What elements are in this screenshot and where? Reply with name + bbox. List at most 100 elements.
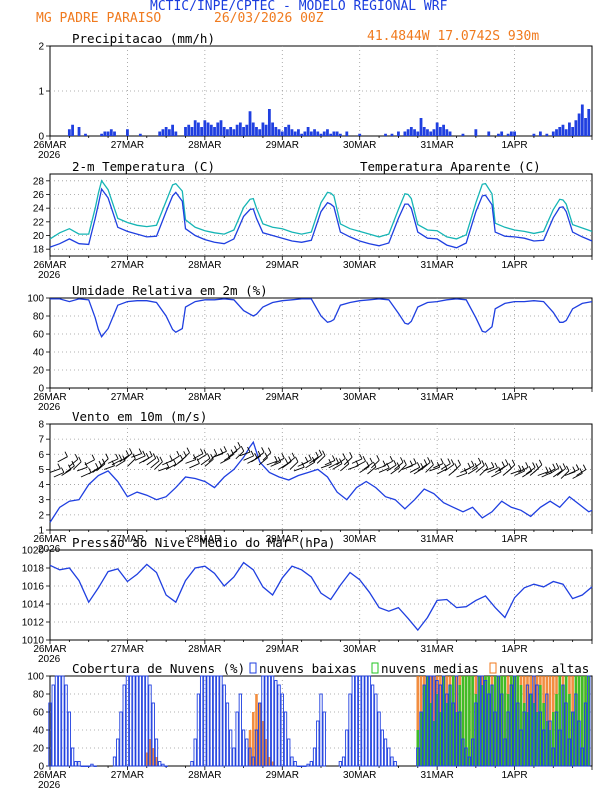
wind-barb <box>467 467 478 475</box>
wind-barb-feather <box>403 459 407 466</box>
wind-barb-feather <box>566 465 570 472</box>
wind-barb-feather <box>362 456 366 462</box>
cloud-bar-nuvens-baixas <box>87 765 91 767</box>
wind-barb-feather <box>545 466 549 472</box>
cloud-bar-nuvens-baixas <box>545 693 549 767</box>
wind-barb <box>440 463 451 470</box>
cloud-bar-nuvens-baixas <box>112 756 117 767</box>
y-tick-label: 22 <box>33 217 45 228</box>
y-tick-label: 5 <box>38 465 44 476</box>
wind-barb <box>506 464 516 473</box>
wind-barb-feather <box>295 456 299 462</box>
wind-barb-feather <box>196 458 200 464</box>
wind-barb-feather <box>342 453 346 459</box>
wind-barb <box>452 464 461 473</box>
cloud-bar-nuvens-baixas <box>496 675 501 767</box>
cloud-bar-nuvens-baixas <box>270 675 275 767</box>
cloud-bar-nuvens-baixas <box>519 729 523 767</box>
cloud-bar-nuvens-baixas <box>77 761 81 767</box>
cloud-bar-nuvens-medias <box>529 694 533 766</box>
wind-barb <box>61 469 72 476</box>
precip-bar <box>216 122 220 136</box>
cloud-bar-nuvens-baixas <box>290 756 294 767</box>
y-tick-label: 40 <box>33 348 45 359</box>
cloud-bar-nuvens-baixas <box>458 711 462 767</box>
cloud-bar-nuvens-baixas <box>474 702 478 767</box>
precip-bar <box>497 133 500 136</box>
wind-barb-feather <box>172 459 177 465</box>
wind-barb-feather <box>240 445 245 452</box>
cloud-bar-nuvens-baixas <box>448 684 452 767</box>
cloud-bar-nuvens-baixas <box>312 747 317 767</box>
wind-barb-feather <box>291 452 295 459</box>
x-tick-label: 26MAR <box>33 260 66 271</box>
cloud-bar-nuvens-baixas <box>538 711 543 767</box>
precip-bar <box>161 129 165 136</box>
cloud-bar-nuvens-baixas <box>570 711 575 767</box>
precip-bar <box>545 133 549 136</box>
cloud-bar-nuvens-baixas <box>364 675 368 767</box>
precip-bar <box>303 131 307 136</box>
precip-bar <box>551 131 555 136</box>
cloud-bar-nuvens-medias <box>516 676 520 766</box>
wind-barb <box>96 463 106 472</box>
cloud-bar-nuvens-medias <box>532 703 536 766</box>
x-tick-label: 29MAR <box>266 392 299 403</box>
y-tick-label: 4 <box>38 480 44 491</box>
x-year-label: 2026 <box>38 780 61 791</box>
y-tick-label: 24 <box>33 204 45 215</box>
wind-barb <box>518 466 529 473</box>
precip-bar <box>138 133 142 136</box>
precip-bar <box>571 127 575 136</box>
wind-barb <box>522 470 532 478</box>
cloud-bar-nuvens-baixas <box>316 720 320 767</box>
wind-barb <box>553 470 563 478</box>
y-tick-label: 0 <box>38 762 44 773</box>
plot-frame-wind <box>49 423 593 531</box>
y-tick-label: 2 <box>38 510 44 521</box>
precip-bar <box>280 131 284 136</box>
panel-title: Pressao ao Nivel Medio do Mar (hPa) <box>72 535 335 550</box>
wind-barb-feather <box>505 459 509 465</box>
wind-barb-feather <box>508 463 512 469</box>
wind-barb-feather <box>474 462 478 469</box>
wind-barb <box>367 466 377 475</box>
precip-bar <box>290 129 294 136</box>
x-tick-label: 27MAR <box>111 644 144 655</box>
panel-temp: 18 20 22 24 26 28 26MAR 27MAR 28MAR 29MAR 30MAR 31M… <box>33 159 593 281</box>
precip-bar <box>284 127 287 136</box>
cloud-bar-nuvens-baixas <box>535 684 539 767</box>
cloud-bar-nuvens-baixas <box>441 675 446 767</box>
x-tick-label: 28MAR <box>188 260 221 271</box>
wind-barb-feather <box>548 467 553 473</box>
precip-bar <box>297 129 300 136</box>
x-tick-label: 30MAR <box>343 644 376 655</box>
x-tick-label: 27MAR <box>111 260 144 271</box>
wind-barb <box>343 456 353 466</box>
precip-bar <box>438 127 442 136</box>
cloud-bar-nuvens-medias <box>522 703 526 766</box>
wind-barb <box>537 471 549 476</box>
x-tick-label: 30MAR <box>343 770 376 781</box>
x-tick-label: 27MAR <box>111 140 144 151</box>
cloud-bar-nuvens-baixas <box>283 711 288 767</box>
cloud-bar-nuvens-medias <box>519 685 523 766</box>
cloud-bar-nuvens-baixas <box>54 675 59 767</box>
wind-barb <box>150 460 160 469</box>
x-tick-label: 30MAR <box>343 392 376 403</box>
wind-barb-feather <box>535 463 539 469</box>
wind-barb-feather <box>423 459 428 465</box>
cloud-bar-nuvens-medias <box>497 676 500 766</box>
cloud-bar-nuvens-baixas <box>577 720 581 767</box>
precip-bar <box>222 127 226 136</box>
cloud-bar-nuvens-medias <box>468 676 471 766</box>
wind-barb <box>289 461 299 470</box>
legend-label: nuvens altas <box>499 661 589 676</box>
precip-bar <box>322 131 326 136</box>
wind-barb-feather <box>88 467 92 473</box>
cloud-bar-nuvens-medias <box>561 685 565 766</box>
cloud-bar-nuvens-baixas <box>464 747 468 767</box>
cloud-bar-nuvens-medias <box>581 676 584 766</box>
x-tick-label: 1APR <box>502 260 528 271</box>
precip-bar <box>500 131 504 136</box>
